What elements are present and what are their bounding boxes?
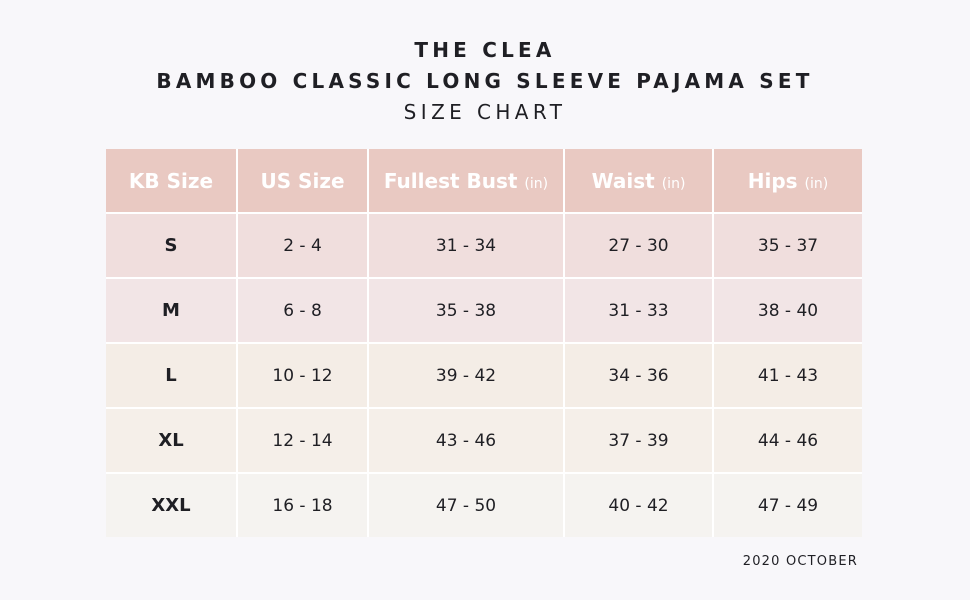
bust-cell: 43 - 46 bbox=[367, 407, 565, 474]
kb-size-cell: XL bbox=[106, 407, 238, 474]
kb-size-cell: M bbox=[106, 277, 238, 344]
waist-cell: 40 - 42 bbox=[563, 472, 714, 537]
us-size-cell: 10 - 12 bbox=[236, 342, 369, 409]
header-kb-size: KB Size bbox=[106, 149, 238, 214]
kb-size-cell: L bbox=[106, 342, 238, 409]
table-row: M 6 - 8 35 - 38 31 - 33 38 - 40 bbox=[106, 277, 862, 344]
brand-title: THE CLEA bbox=[414, 38, 556, 62]
waist-cell: 27 - 30 bbox=[563, 212, 714, 279]
us-size-cell: 6 - 8 bbox=[236, 277, 369, 344]
waist-cell: 34 - 36 bbox=[563, 342, 714, 409]
header-waist: Waist (in) bbox=[563, 149, 714, 214]
hips-cell: 35 - 37 bbox=[712, 212, 862, 279]
table-row: XXL 16 - 18 47 - 50 40 - 42 47 - 49 bbox=[106, 472, 862, 537]
bust-cell: 47 - 50 bbox=[367, 472, 565, 537]
hips-cell: 38 - 40 bbox=[712, 277, 862, 344]
bust-cell: 31 - 34 bbox=[367, 212, 565, 279]
unit-label: (in) bbox=[804, 175, 829, 192]
unit-label: (in) bbox=[661, 175, 686, 192]
kb-size-cell: S bbox=[106, 212, 238, 279]
header-row: KB Size US Size Fullest Bust (in) Waist … bbox=[106, 149, 862, 214]
date-footnote: 2020 OCTOBER bbox=[742, 554, 858, 569]
hips-cell: 41 - 43 bbox=[712, 342, 862, 409]
bust-cell: 39 - 42 bbox=[367, 342, 565, 409]
hips-cell: 44 - 46 bbox=[712, 407, 862, 474]
us-size-cell: 12 - 14 bbox=[236, 407, 369, 474]
table-row: S 2 - 4 31 - 34 27 - 30 35 - 37 bbox=[106, 212, 862, 279]
hips-cell: 47 - 49 bbox=[712, 472, 862, 537]
header-hips: Hips (in) bbox=[712, 149, 862, 214]
bust-cell: 35 - 38 bbox=[367, 277, 565, 344]
product-title: BAMBOO CLASSIC LONG SLEEVE PAJAMA SET bbox=[156, 69, 814, 93]
table-row: L 10 - 12 39 - 42 34 - 36 41 - 43 bbox=[106, 342, 862, 409]
us-size-cell: 2 - 4 bbox=[236, 212, 369, 279]
chart-subtitle: SIZE CHART bbox=[403, 100, 567, 124]
waist-cell: 37 - 39 bbox=[563, 407, 714, 474]
size-table: KB Size US Size Fullest Bust (in) Waist … bbox=[106, 149, 862, 537]
waist-cell: 31 - 33 bbox=[563, 277, 714, 344]
table-row: XL 12 - 14 43 - 46 37 - 39 44 - 46 bbox=[106, 407, 862, 474]
unit-label: (in) bbox=[524, 175, 549, 192]
kb-size-cell: XXL bbox=[106, 472, 238, 537]
us-size-cell: 16 - 18 bbox=[236, 472, 369, 537]
header-us-size: US Size bbox=[236, 149, 369, 214]
header-fullest-bust: Fullest Bust (in) bbox=[367, 149, 565, 214]
